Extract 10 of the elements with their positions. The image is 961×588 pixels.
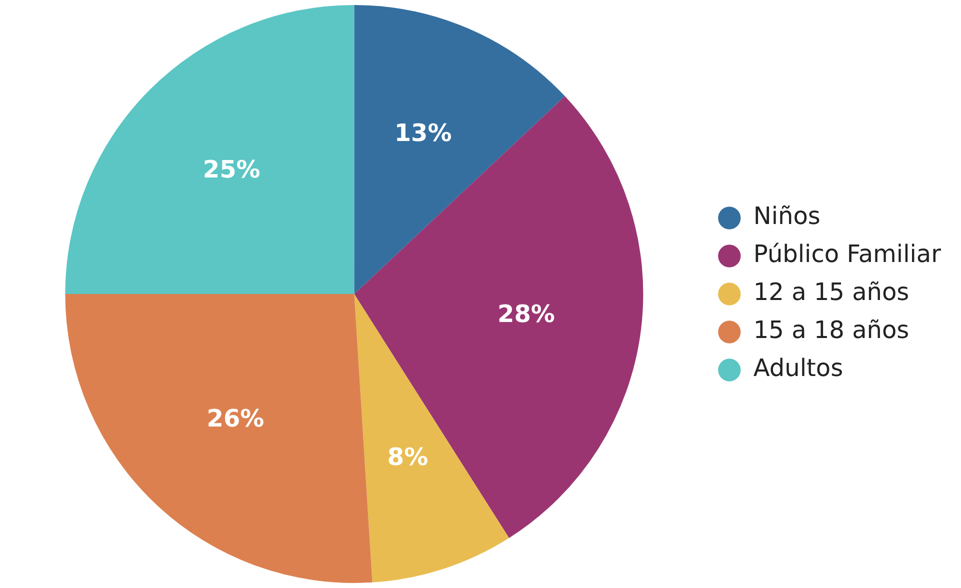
- data-label: 28%: [498, 300, 555, 328]
- legend-label: Público Familiar: [753, 240, 942, 268]
- data-label: 8%: [387, 443, 428, 472]
- legend-label: 12 a 15 años: [753, 278, 910, 306]
- legend-label: Niños: [753, 202, 820, 230]
- data-label: 13%: [394, 119, 452, 148]
- data-label: 25%: [202, 156, 260, 184]
- data-label: 26%: [206, 404, 264, 433]
- legend-label: Adultos: [753, 354, 844, 382]
- legend-label: 15 a 18 años: [753, 316, 910, 344]
